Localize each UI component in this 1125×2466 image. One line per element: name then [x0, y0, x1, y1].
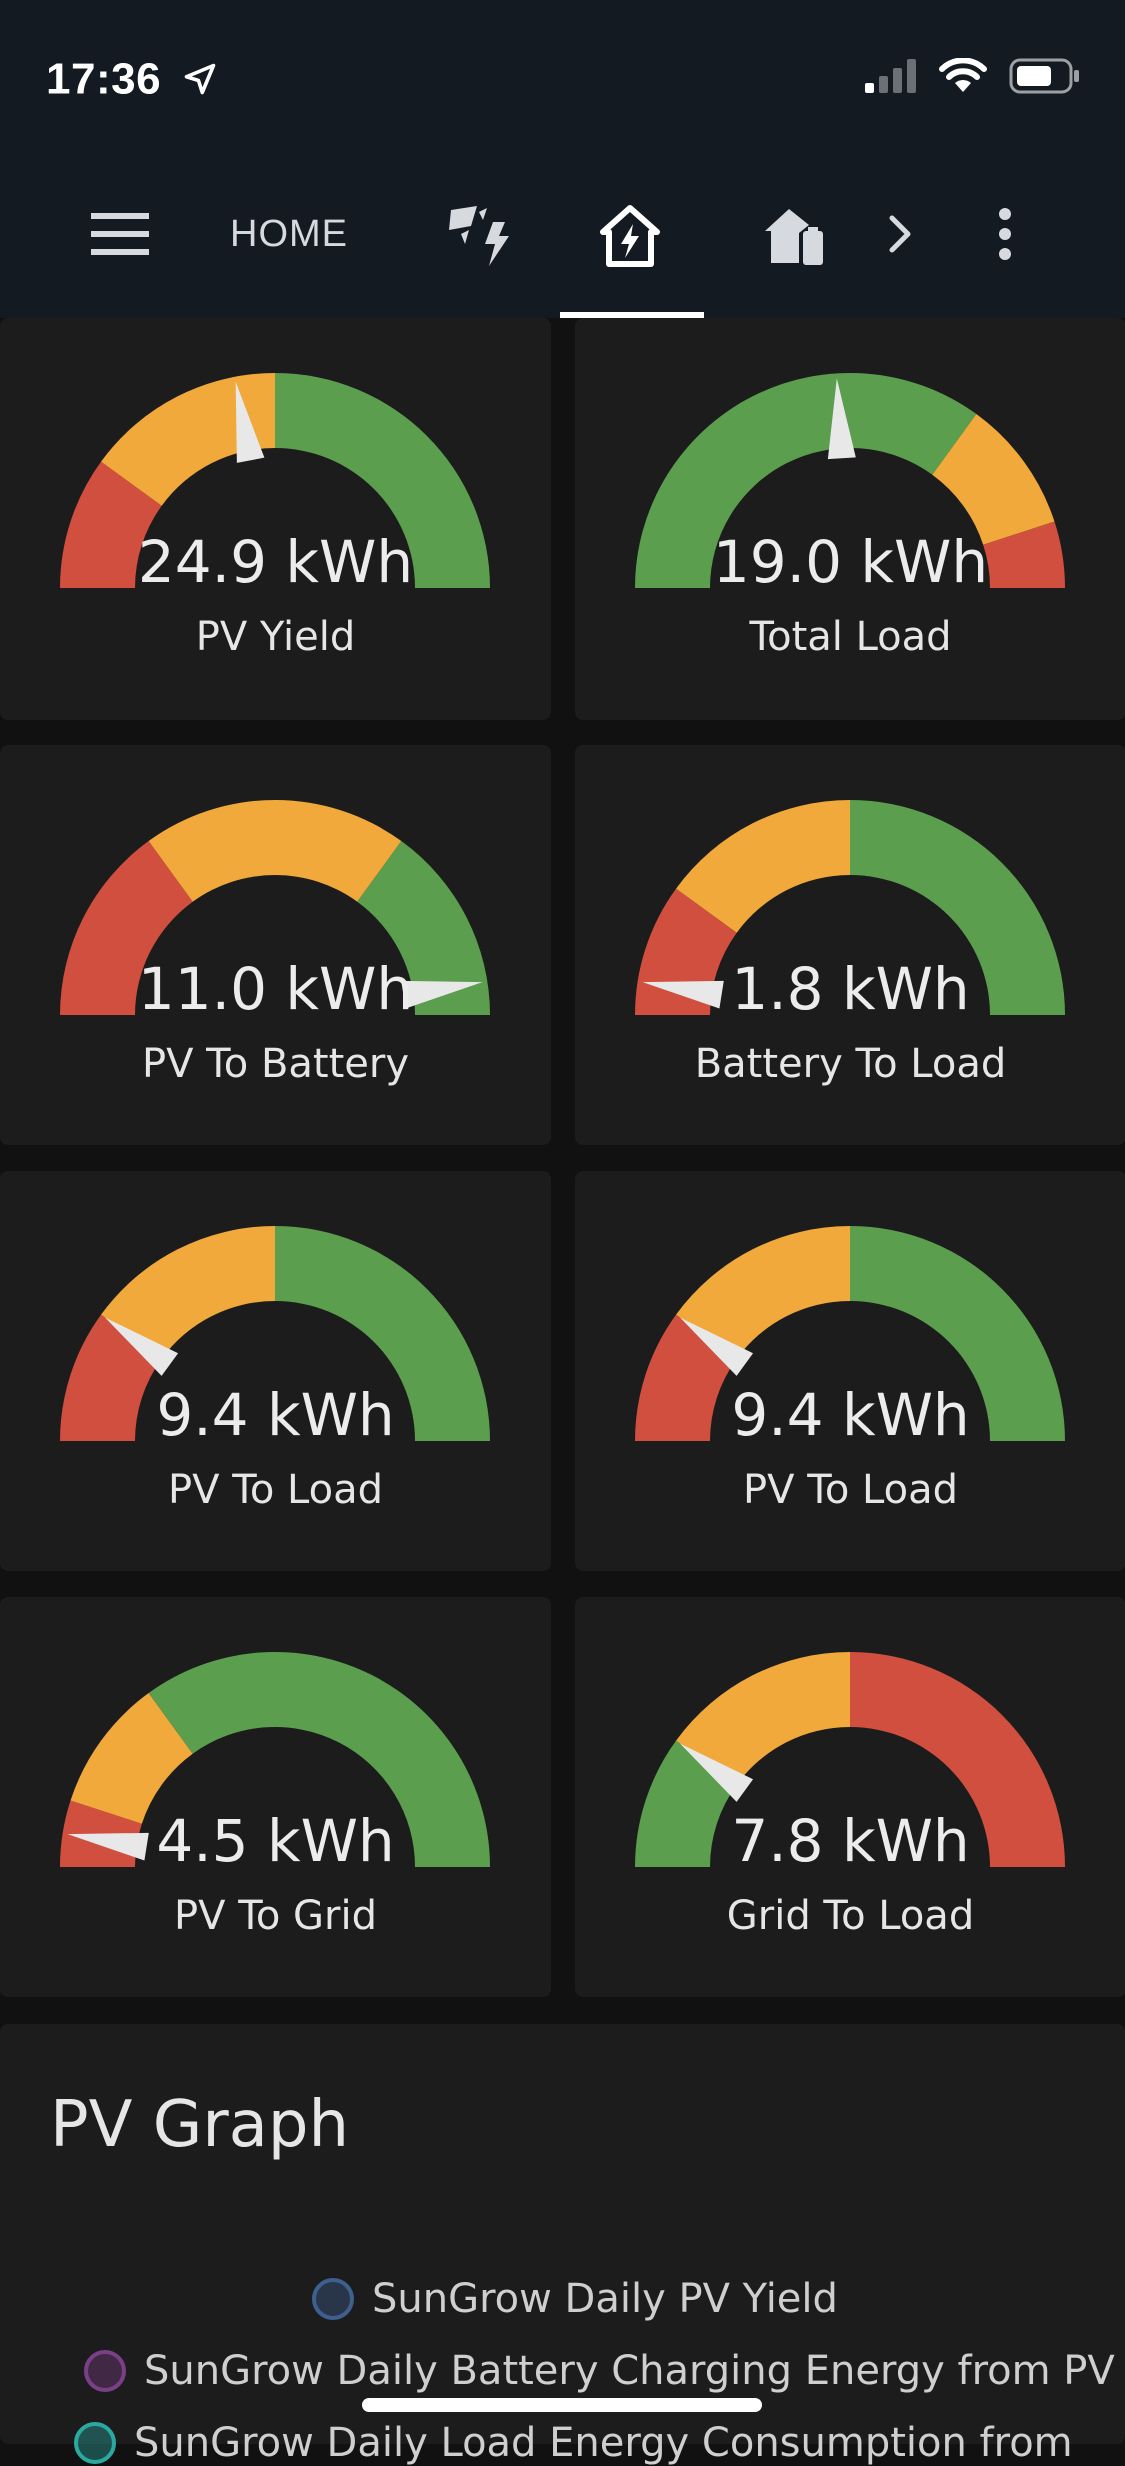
- tab-home-battery[interactable]: [745, 194, 845, 278]
- gauge-segment-green: [850, 800, 1065, 1015]
- gauge-value: 9.4 kWh: [731, 1381, 970, 1449]
- gauge-needle: [680, 1317, 754, 1376]
- gauge-segment-orange: [148, 800, 402, 902]
- gauge-value: 9.4 kWh: [156, 1381, 395, 1449]
- status-bar: 17:36: [0, 0, 1125, 150]
- gauge-segment-green: [148, 1652, 491, 1867]
- gauge-segment-red: [983, 521, 1065, 588]
- gauge-value: 7.8 kWh: [731, 1807, 970, 1875]
- menu-button[interactable]: [72, 204, 168, 264]
- gauge-segment-orange: [70, 1693, 193, 1824]
- gauge-needle: [67, 1832, 149, 1861]
- tab-home-energy[interactable]: [575, 194, 685, 278]
- gauge-dial: [635, 1652, 1065, 1867]
- home-lightning-icon: [600, 205, 660, 267]
- home-battery-icon: [765, 209, 823, 265]
- gauge-dial: [60, 1226, 490, 1441]
- gauge-dial: [60, 373, 490, 588]
- gauge-needle: [235, 381, 265, 463]
- app-header: HOME: [0, 150, 1125, 318]
- gauge-segment-red: [850, 1652, 1065, 1867]
- gauge-card-pv-to-load[interactable]: 9.4 kWh PV To Load: [0, 1171, 551, 1571]
- status-time-text: 17:36: [46, 54, 162, 104]
- gauge-needle: [680, 1743, 754, 1802]
- gauge-value: 24.9 kWh: [137, 528, 414, 596]
- active-tab-indicator: [560, 312, 704, 318]
- scroll-tabs-right-button[interactable]: [870, 204, 930, 264]
- gauge-segment-green: [275, 1226, 490, 1441]
- gauge-label: PV To Grid: [174, 1893, 377, 1939]
- gauge-needle: [105, 1317, 179, 1376]
- gauge-card-grid-to-load[interactable]: 7.8 kWh Grid To Load: [575, 1597, 1125, 1997]
- gauge-segment-red: [60, 461, 162, 588]
- legend-label: SunGrow Daily PV Yield: [372, 2276, 838, 2322]
- more-options-button[interactable]: [975, 198, 1035, 270]
- chevron-right-icon: [889, 215, 911, 253]
- status-time: 17:36: [46, 52, 218, 104]
- legend-item-pv-yield[interactable]: SunGrow Daily PV Yield: [312, 2276, 838, 2322]
- battery-icon: [1009, 58, 1079, 94]
- status-icons: [865, 58, 1081, 94]
- gauge-dial: [635, 800, 1065, 1015]
- gauge-label: Total Load: [749, 614, 952, 660]
- home-indicator: [362, 2398, 762, 2412]
- legend-dot: [84, 2350, 126, 2392]
- gauge-segment-orange: [676, 1652, 850, 1785]
- gauge-card-pv-to-load-2[interactable]: 9.4 kWh PV To Load: [575, 1171, 1125, 1571]
- gauge-value: 4.5 kWh: [156, 1807, 395, 1875]
- gauge-segment-green: [635, 373, 977, 588]
- menu-icon: [91, 213, 149, 255]
- gauge-card-pv-yield[interactable]: 24.9 kWh PV Yield: [0, 318, 551, 720]
- gauge-card-pv-to-grid[interactable]: 4.5 kWh PV To Grid: [0, 1597, 551, 1997]
- gauge-needle: [401, 980, 483, 1009]
- pv-graph-card: PV Graph SunGrow Daily PV Yield SunGrow …: [0, 2024, 1125, 2466]
- cellular-signal-icon: [865, 59, 916, 93]
- gauge-segment-red: [60, 841, 193, 1015]
- gauge-value: 11.0 kWh: [137, 955, 414, 1023]
- gauge-segment-orange: [676, 800, 850, 933]
- solar-power-icon: [449, 206, 509, 266]
- gauge-card-pv-to-battery[interactable]: 11.0 kWh PV To Battery: [0, 745, 551, 1145]
- gauge-label: Battery To Load: [694, 1041, 1007, 1087]
- gauge-dial: [635, 373, 1065, 588]
- gauge-label: PV Yield: [195, 614, 356, 660]
- gauge-card-battery-to-load[interactable]: 1.8 kWh Battery To Load: [575, 745, 1125, 1145]
- gauge-value: 19.0 kWh: [712, 528, 989, 596]
- gauge-segment-green: [850, 1226, 1065, 1441]
- gauge-segment-orange: [932, 414, 1055, 545]
- wifi-icon: [939, 58, 987, 92]
- gauge-segment-orange: [676, 1226, 850, 1359]
- gauge-dial: [60, 1652, 491, 1867]
- gauge-segment-green: [357, 841, 490, 1015]
- tab-home[interactable]: HOME: [230, 212, 348, 255]
- legend-label: SunGrow Daily Battery Charging Energy fr…: [144, 2348, 1115, 2394]
- gauge-value: 1.8 kWh: [731, 955, 970, 1023]
- gauge-label: PV To Load: [743, 1467, 958, 1513]
- gauge-label: Grid To Load: [726, 1893, 975, 1939]
- gauge-card-total-load[interactable]: 19.0 kWh Total Load: [575, 318, 1125, 720]
- gauge-label: PV To Battery: [141, 1041, 410, 1087]
- legend-item-battery-charging[interactable]: SunGrow Daily Battery Charging Energy fr…: [84, 2348, 1115, 2394]
- gauge-needle: [827, 378, 856, 460]
- legend-dot: [312, 2278, 354, 2320]
- more-vertical-icon: [999, 208, 1011, 260]
- legend-item-load-consumption[interactable]: SunGrow Daily Load Energy Consumption fr…: [74, 2420, 1073, 2466]
- gauge-dial: [635, 1226, 1065, 1441]
- graph-title: PV Graph: [50, 2088, 350, 2162]
- gauge-label: PV To Load: [168, 1467, 383, 1513]
- tab-solar-power[interactable]: [430, 194, 530, 278]
- legend-label: SunGrow Daily Load Energy Consumption fr…: [134, 2420, 1073, 2466]
- gauge-dial: [60, 800, 490, 1015]
- gauge-segment-orange: [101, 373, 276, 506]
- gauge-needle: [642, 980, 724, 1009]
- gauge-segment-orange: [101, 1226, 276, 1359]
- gauge-segment-green: [275, 373, 490, 588]
- location-arrow-icon: [184, 64, 216, 95]
- legend-dot: [74, 2422, 116, 2464]
